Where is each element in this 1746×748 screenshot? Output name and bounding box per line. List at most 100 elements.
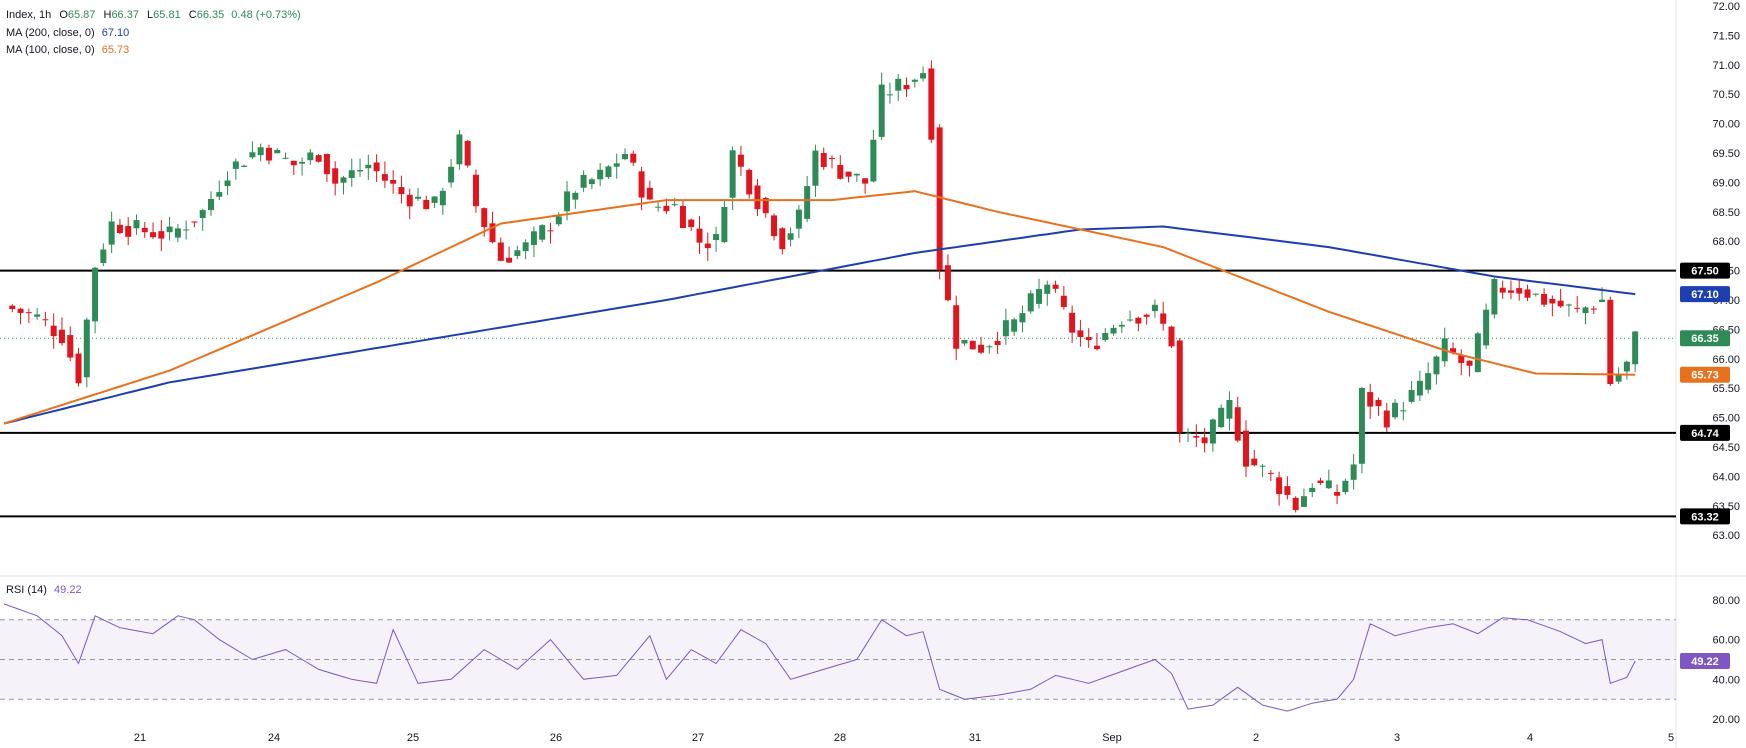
time-axis[interactable]: 21 24 25 26 27 28 31 Sep 2 3 4 5 — [134, 732, 1674, 744]
candle-body — [1267, 472, 1274, 474]
candle-body — [1516, 288, 1523, 294]
candle-body — [829, 157, 835, 160]
candle-body — [1251, 458, 1258, 466]
candle-body — [1143, 314, 1150, 317]
price-tag-box — [1680, 330, 1730, 347]
candle-body — [530, 231, 537, 245]
price-tick-label: 63.50 — [1712, 501, 1740, 513]
price-tick-label: 70.50 — [1712, 89, 1740, 101]
candle-body — [58, 329, 65, 344]
candle-body — [953, 305, 960, 349]
candle-body — [655, 206, 662, 208]
candle-body — [588, 179, 595, 185]
candle-body — [1201, 437, 1208, 444]
candle-body — [795, 209, 802, 229]
candle-body — [472, 174, 479, 207]
legend-low-value: 65.81 — [153, 9, 181, 21]
legend-high-value: 66.37 — [111, 9, 139, 21]
candle-body — [357, 170, 364, 172]
candle-body — [224, 180, 231, 186]
candle-body — [1450, 348, 1456, 353]
candle-body — [398, 187, 405, 195]
candle-body — [1193, 436, 1200, 438]
candle-body — [489, 223, 496, 243]
candle-body — [439, 190, 446, 206]
candle-body — [83, 319, 90, 378]
candle-body — [232, 161, 239, 169]
candle-body — [1574, 307, 1581, 309]
candle-body — [249, 152, 256, 158]
candle-body — [1069, 312, 1076, 333]
price-tag-label: 67.50 — [1691, 266, 1719, 278]
candle-body — [1408, 389, 1415, 402]
candle-body — [1524, 289, 1531, 298]
price-tick-label: 65.50 — [1712, 383, 1740, 395]
candle-body — [323, 153, 330, 175]
price-tick-label: 71.50 — [1712, 30, 1740, 42]
legend-open-value: 65.87 — [67, 9, 96, 21]
price-tag-box — [1680, 286, 1730, 303]
candle-body — [464, 140, 471, 166]
candle-body — [1011, 319, 1018, 332]
candle-body — [108, 221, 115, 245]
candle-body — [1127, 319, 1134, 321]
price-tags: 67.50 67.10 66.35 65.73 64.74 63.32 49.22 — [1680, 262, 1730, 670]
price-tick-label: 69.00 — [1712, 177, 1740, 189]
candle-body — [282, 157, 289, 159]
ma100-line — [3, 190, 1636, 425]
candle-body — [986, 346, 993, 348]
candle-body — [746, 169, 753, 195]
price-axis[interactable]: 63.0063.5064.0064.5065.0065.5066.0066.50… — [1712, 1, 1740, 726]
candle-body — [1474, 333, 1481, 373]
candle-body — [787, 233, 794, 240]
candle-body — [166, 226, 173, 233]
candle-body — [1019, 313, 1026, 323]
candle-body — [1466, 360, 1473, 366]
candle-body — [646, 187, 653, 200]
candle-body — [1309, 487, 1316, 492]
candle-body — [1234, 407, 1241, 441]
candle-body — [481, 208, 488, 228]
candle-body — [141, 227, 148, 233]
candle-body — [1325, 480, 1332, 489]
candle-body — [870, 139, 877, 182]
candle-body — [125, 225, 132, 237]
candle-body — [1168, 326, 1175, 347]
candle-body — [1118, 324, 1125, 327]
candle-body — [961, 339, 968, 344]
candle-body — [522, 242, 529, 252]
legend-rsi: RSI (14) 49.22 — [6, 584, 82, 596]
candle-body — [978, 344, 985, 353]
time-tick-label: 3 — [1394, 732, 1400, 744]
candle-body — [315, 155, 322, 162]
candle-body — [1135, 317, 1142, 324]
legend-rsi-value: 49.22 — [54, 584, 82, 596]
candle-body — [878, 84, 885, 137]
time-tick-label: 5 — [1668, 732, 1674, 744]
candle-body — [365, 164, 372, 169]
candle-body — [1367, 392, 1374, 407]
rsi-tag-label: 49.22 — [1691, 656, 1719, 668]
candle-body — [1358, 388, 1365, 464]
legend-ma200-value: 67.10 — [101, 27, 130, 39]
candle-body — [1077, 330, 1084, 337]
price-tag-box — [1680, 262, 1730, 279]
time-tick-label: 4 — [1527, 732, 1533, 744]
candle-body — [390, 179, 397, 184]
candle-body — [679, 205, 686, 228]
candle-body — [994, 340, 1001, 345]
rsi-pane — [0, 619, 1676, 700]
candle-body — [713, 234, 720, 241]
candle-body — [1300, 496, 1307, 507]
candle-body — [1375, 399, 1382, 407]
legend-low-label: L — [147, 9, 154, 21]
candle-body — [100, 249, 107, 263]
candle-body — [1483, 309, 1490, 346]
candle-body — [1176, 340, 1183, 433]
candle-body — [696, 228, 703, 243]
candle-body — [737, 154, 744, 167]
candle-body — [290, 160, 297, 166]
candle-body — [688, 219, 695, 227]
candle-body — [555, 216, 562, 225]
